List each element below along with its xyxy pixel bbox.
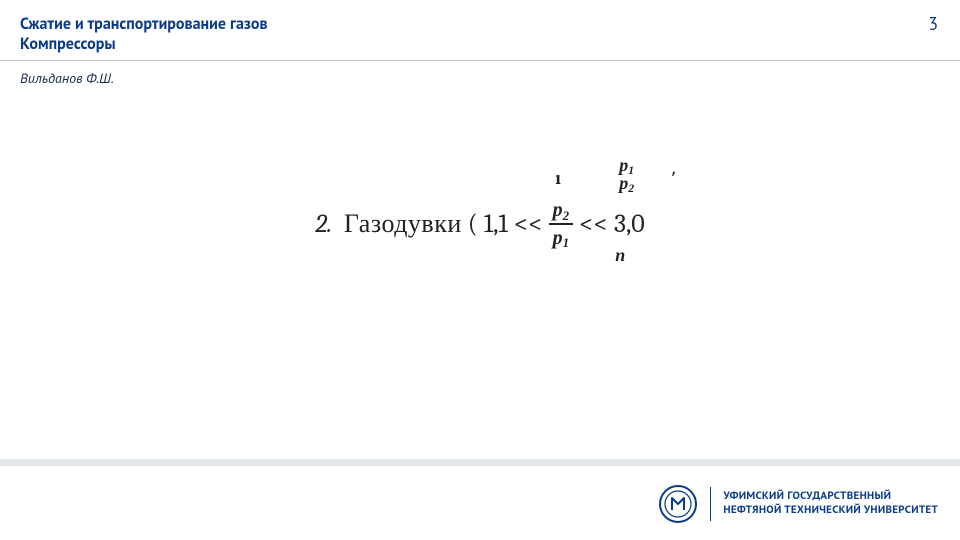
university-line-1: УФИМСКИЙ ГОСУДАРСТВЕННЫЙ: [723, 490, 938, 504]
fraction-bar: [549, 223, 574, 225]
tick-mark-left: ı: [555, 168, 561, 189]
slide-header: Сжатие и транспортирование газов Компрес…: [0, 0, 960, 61]
frac-num-sub: 2: [563, 208, 570, 223]
fraction-fragment-above: p1 p2: [619, 156, 634, 192]
footer-rule: [0, 459, 960, 466]
author: Вильданов Ф.Ш.: [0, 61, 960, 87]
much-less-right: <<: [579, 209, 608, 239]
footer-divider: [710, 487, 711, 521]
frac-den: p: [553, 227, 563, 249]
much-less-left: <<: [514, 209, 543, 239]
frac-num: p: [553, 199, 563, 221]
frac-above-num: p: [619, 155, 628, 175]
frac-above-den-sub: 2: [628, 182, 634, 195]
frac-above-den: p: [619, 173, 628, 193]
content-region: ı ′ p1 p2 n 2. Газодувки ( 1,1 << p2 p1: [0, 200, 960, 248]
university-logo-icon: [658, 484, 698, 524]
frac-den-sub: 1: [563, 235, 570, 250]
frac-below: n: [615, 246, 625, 264]
open-paren: (: [468, 209, 478, 239]
fraction-fragment-below: n: [615, 246, 625, 264]
fraction-main: p2 p1: [549, 200, 574, 248]
title-line-1: Сжатие и транспортирование газов: [20, 14, 940, 34]
page-number: 3: [928, 12, 938, 35]
frac-above-num-sub: 1: [628, 164, 634, 177]
lower-bound: 1,1: [484, 209, 508, 239]
tick-mark-right: ′: [671, 168, 676, 189]
university-name: УФИМСКИЙ ГОСУДАРСТВЕННЫЙ НЕФТЯНОЙ ТЕХНИЧ…: [723, 490, 938, 518]
title-line-2: Компрессоры: [20, 34, 940, 54]
equation: ı ′ p1 p2 n 2. Газодувки ( 1,1 << p2 p1: [315, 200, 644, 248]
equation-term: Газодувки: [344, 209, 462, 239]
university-line-2: НЕФТЯНОЙ ТЕХНИЧЕСКИЙ УНИВЕРСИТЕТ: [723, 504, 938, 518]
footer: УФИМСКИЙ ГОСУДАРСТВЕННЫЙ НЕФТЯНОЙ ТЕХНИЧ…: [658, 484, 938, 524]
equation-index: 2.: [315, 209, 332, 239]
upper-bound: 3,0: [614, 209, 645, 239]
